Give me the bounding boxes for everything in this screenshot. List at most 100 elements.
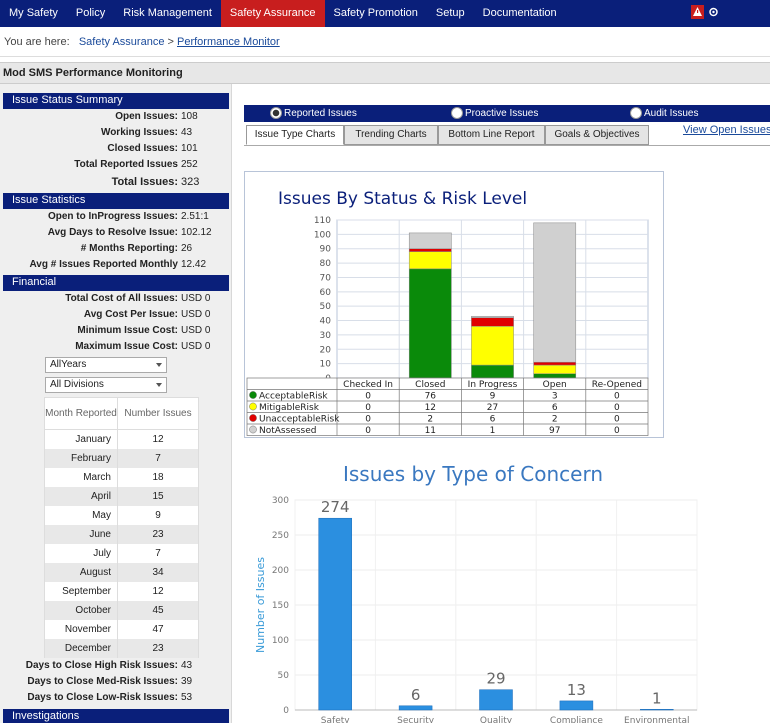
table-row: January 12 [44, 429, 199, 449]
stat-label: Days to Close Low-Risk Issues: [27, 692, 178, 703]
month-cell: August [44, 562, 118, 582]
tab-issue-type-charts[interactable]: Issue Type Charts [246, 125, 344, 145]
chevron-down-icon [156, 383, 162, 387]
days-to-close-row: Days to Close Med-Risk Issues: 39 [0, 676, 232, 691]
breadcrumb-prefix: You are here: [4, 36, 70, 48]
y-tick-label: 200 [272, 566, 289, 576]
page-title: Mod SMS Performance Monitoring [0, 62, 770, 84]
nav-item-setup[interactable]: Setup [435, 7, 465, 19]
tab-trending-charts[interactable]: Trending Charts [344, 125, 438, 145]
stat-value: 108 [181, 111, 198, 122]
year-filter-value: AllYears [50, 359, 87, 370]
bar-segment [471, 326, 514, 366]
stat-value: USD 0 [181, 309, 211, 320]
settings-icon[interactable] [707, 5, 720, 19]
issue-source-radio-bar: Reported Issues Proactive Issues Audit I… [244, 105, 770, 122]
bar-segment [471, 317, 514, 327]
nav-item-documentation[interactable]: Documentation [482, 7, 557, 19]
nav-icons [691, 5, 720, 19]
data-value-cell: 76 [425, 392, 437, 402]
tab-goals-objectives[interactable]: Goals & Objectives [545, 125, 649, 145]
data-value-cell: 0 [614, 403, 620, 413]
legend-label: NotAssessed [259, 426, 316, 436]
legend-marker [249, 391, 257, 399]
data-value-cell: 6 [552, 403, 558, 413]
data-value-cell: 12 [425, 403, 436, 413]
y-tick-label: 50 [278, 671, 290, 681]
radio-proactive-issues[interactable]: Proactive Issues [451, 107, 538, 119]
legend-label: UnacceptableRisk [259, 415, 340, 425]
monthly-issues-table: Month Reported Number Issues January 12 Fe… [44, 397, 199, 658]
stat-label: Days to Close Med-Risk Issues: [27, 676, 178, 687]
left-summary-panel: Issue Status Summary Open Issues: 108 Wor… [0, 84, 232, 723]
days-to-close-row: Days to Close Low-Risk Issues: 53 [0, 692, 232, 707]
data-value-cell: 0 [614, 426, 620, 436]
stat-label: Avg Cost Per Issue: [83, 309, 178, 320]
nav-item-policy[interactable]: Policy [75, 7, 106, 19]
stat-label: Days to Close High Risk Issues: [25, 660, 178, 671]
data-value-cell: 2 [552, 415, 558, 425]
breadcrumb-current-link[interactable]: Performance Monitor [177, 36, 280, 48]
nav-item-safety-assurance[interactable]: Safety Assurance [220, 0, 325, 27]
bar-value-label: 1 [652, 689, 662, 707]
y-tick-label: 110 [314, 216, 331, 226]
alert-icon[interactable] [691, 5, 704, 19]
stat-row: # Months Reporting: 26 [0, 243, 232, 258]
data-value-cell: 2 [427, 415, 433, 425]
year-filter-select[interactable]: AllYears [45, 357, 167, 373]
stat-label: Working Issues: [100, 127, 178, 138]
category-label: Re-Opened [592, 380, 642, 390]
nav-item-safety-promotion[interactable]: Safety Promotion [333, 7, 418, 19]
tab-bottom-line-report[interactable]: Bottom Line Report [438, 125, 545, 145]
count-cell: 34 [117, 562, 199, 582]
data-value-cell: 0 [365, 392, 371, 402]
investigations-heading: Investigations [3, 709, 229, 723]
legend-label: MitigableRisk [259, 403, 320, 413]
stat-row: Total Reported Issues 252 [0, 159, 232, 174]
stat-label: Minimum Issue Cost: [77, 325, 178, 336]
legend-marker [249, 425, 257, 434]
division-filter-select[interactable]: All Divisions [45, 377, 167, 393]
radio-unchecked-icon [630, 107, 642, 119]
radio-audit-issues[interactable]: Audit Issues [630, 107, 698, 119]
y-tick-label: 20 [320, 345, 332, 355]
month-cell: March [44, 467, 118, 487]
month-cell: February [44, 448, 118, 468]
count-cell: 18 [117, 467, 199, 487]
financial-heading: Financial [3, 275, 229, 291]
top-navigation: My Safety Policy Risk Management Safety Ass… [0, 0, 770, 27]
stat-row: Open to InProgress Issues: 2.51:1 [0, 211, 232, 226]
y-tick-label: 50 [320, 302, 332, 312]
table-row: March 18 [44, 467, 199, 487]
type-of-concern-chart-panel: Issues by Type of Concern 0 50 100 150 200 250… [244, 455, 714, 723]
bar [640, 709, 674, 711]
y-tick-label: 70 [320, 273, 332, 283]
bar-segment [408, 251, 452, 270]
radio-label: Reported Issues [284, 107, 357, 119]
view-open-issues-link[interactable]: View Open Issues [683, 124, 770, 136]
table-row: November 47 [44, 619, 199, 639]
radio-label: Audit Issues [644, 107, 699, 119]
bar-segment [533, 373, 577, 379]
days-to-close-row: Days to Close High Risk Issues: 43 [0, 660, 232, 675]
chart-tabs: Issue Type Charts Trending Charts Bottom… [244, 124, 770, 146]
bar [559, 700, 594, 711]
breadcrumb-parent-link[interactable]: Safety Assurance [78, 36, 165, 48]
nav-item-risk-management[interactable]: Risk Management [123, 7, 212, 19]
month-cell: October [44, 600, 118, 620]
month-cell: June [44, 524, 118, 544]
breadcrumb-separator: > [167, 36, 174, 48]
legend-marker [249, 402, 257, 411]
table-row: April 15 [44, 486, 199, 506]
stat-label: Total Reported Issues [74, 159, 178, 170]
stat-label: Total Issues: [111, 176, 178, 188]
stat-label: Open Issues: [115, 111, 178, 122]
table-row: May 9 [44, 505, 199, 525]
stat-label: Maximum Issue Cost: [75, 341, 178, 352]
stat-value: 43 [181, 660, 193, 671]
nav-item-my-safety[interactable]: My Safety [9, 7, 58, 19]
data-value-cell: 0 [365, 426, 371, 436]
radio-reported-issues[interactable]: Reported Issues [270, 107, 357, 119]
table-row: July 7 [44, 543, 199, 563]
issue-status-heading: Issue Status Summary [3, 93, 229, 109]
